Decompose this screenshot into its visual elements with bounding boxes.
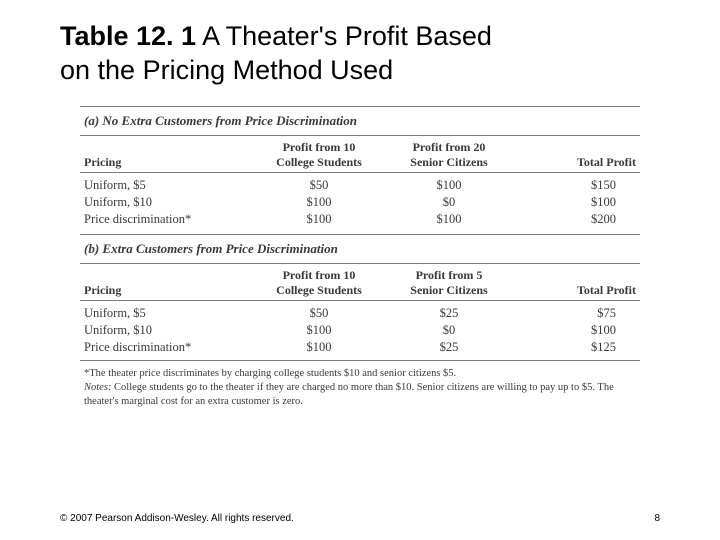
cell-total: $150 <box>514 178 636 193</box>
cell-total: $100 <box>514 195 636 210</box>
cell-col2: $100 <box>254 195 384 210</box>
notes-label: Notes: <box>84 382 111 393</box>
table-row: Price discrimination* $100 $100 $200 <box>80 211 640 228</box>
section-b-col-headers: Pricing Profit from 10 College Students … <box>80 264 640 300</box>
title-rest-1: A Theater's Profit Based <box>196 21 492 51</box>
cell-col2: $50 <box>254 306 384 321</box>
cell-total: $100 <box>514 323 636 338</box>
col-pricing-header: Pricing <box>84 140 254 170</box>
cell-total: $200 <box>514 212 636 227</box>
cell-total: $75 <box>514 306 636 321</box>
table-row: Uniform, $10 $100 $0 $100 <box>80 322 640 339</box>
cell-pricing: Uniform, $5 <box>84 178 254 193</box>
slide: Table 12. 1 A Theater's Profit Based on … <box>0 0 720 540</box>
col-pricing-header: Pricing <box>84 268 254 298</box>
cell-pricing: Price discrimination* <box>84 212 254 227</box>
cell-col2: $100 <box>254 212 384 227</box>
header-rule <box>80 172 640 173</box>
notes-text: College students go to the theater if th… <box>84 382 614 407</box>
cell-col3: $0 <box>384 195 514 210</box>
col2-header-l1: Profit from 10 <box>254 268 384 283</box>
col2-header-l2: College Students <box>254 155 384 170</box>
slide-title: Table 12. 1 A Theater's Profit Based on … <box>60 20 660 88</box>
table-row: Uniform, $10 $100 $0 $100 <box>80 194 640 211</box>
cell-col3: $25 <box>384 306 514 321</box>
cell-col2: $100 <box>254 340 384 355</box>
col3-header-l1: Profit from 5 <box>384 268 514 283</box>
col-total-header: Total Profit <box>514 268 636 298</box>
col3-header-l1: Profit from 20 <box>384 140 514 155</box>
col3-header: Profit from 5 Senior Citizens <box>384 268 514 298</box>
cell-pricing: Uniform, $10 <box>84 195 254 210</box>
page-number: 8 <box>654 513 660 524</box>
title-line-1: Table 12. 1 A Theater's Profit Based <box>60 20 660 54</box>
table-notes: *The theater price discriminates by char… <box>80 361 640 410</box>
footer: © 2007 Pearson Addison-Wesley. All right… <box>60 513 660 524</box>
footnote: *The theater price discriminates by char… <box>84 367 636 381</box>
cell-pricing: Uniform, $5 <box>84 306 254 321</box>
copyright: © 2007 Pearson Addison-Wesley. All right… <box>60 513 294 524</box>
cell-pricing: Uniform, $10 <box>84 323 254 338</box>
col2-header: Profit from 10 College Students <box>254 140 384 170</box>
cell-col3: $100 <box>384 178 514 193</box>
table-row: Uniform, $5 $50 $100 $150 <box>80 177 640 194</box>
col2-header-l2: College Students <box>254 283 384 298</box>
header-rule <box>80 300 640 301</box>
col3-header-l2: Senior Citizens <box>384 155 514 170</box>
cell-total: $125 <box>514 340 636 355</box>
cell-col2: $50 <box>254 178 384 193</box>
col3-header: Profit from 20 Senior Citizens <box>384 140 514 170</box>
title-bold: Table 12. 1 <box>60 21 196 51</box>
title-line-2: on the Pricing Method Used <box>60 54 660 88</box>
cell-col3: $0 <box>384 323 514 338</box>
cell-col3: $100 <box>384 212 514 227</box>
cell-pricing: Price discrimination* <box>84 340 254 355</box>
col2-header-l1: Profit from 10 <box>254 140 384 155</box>
table: (a) No Extra Customers from Price Discri… <box>80 106 640 410</box>
section-b-header: (b) Extra Customers from Price Discrimin… <box>80 234 640 264</box>
cell-col3: $25 <box>384 340 514 355</box>
section-a-col-headers: Pricing Profit from 10 College Students … <box>80 136 640 172</box>
notes-line: Notes: College students go to the theate… <box>84 381 636 409</box>
col-total-header: Total Profit <box>514 140 636 170</box>
table-row: Price discrimination* $100 $25 $125 <box>80 339 640 356</box>
cell-col2: $100 <box>254 323 384 338</box>
section-a-header: (a) No Extra Customers from Price Discri… <box>80 106 640 136</box>
col3-header-l2: Senior Citizens <box>384 283 514 298</box>
table-row: Uniform, $5 $50 $25 $75 <box>80 305 640 322</box>
col2-header: Profit from 10 College Students <box>254 268 384 298</box>
